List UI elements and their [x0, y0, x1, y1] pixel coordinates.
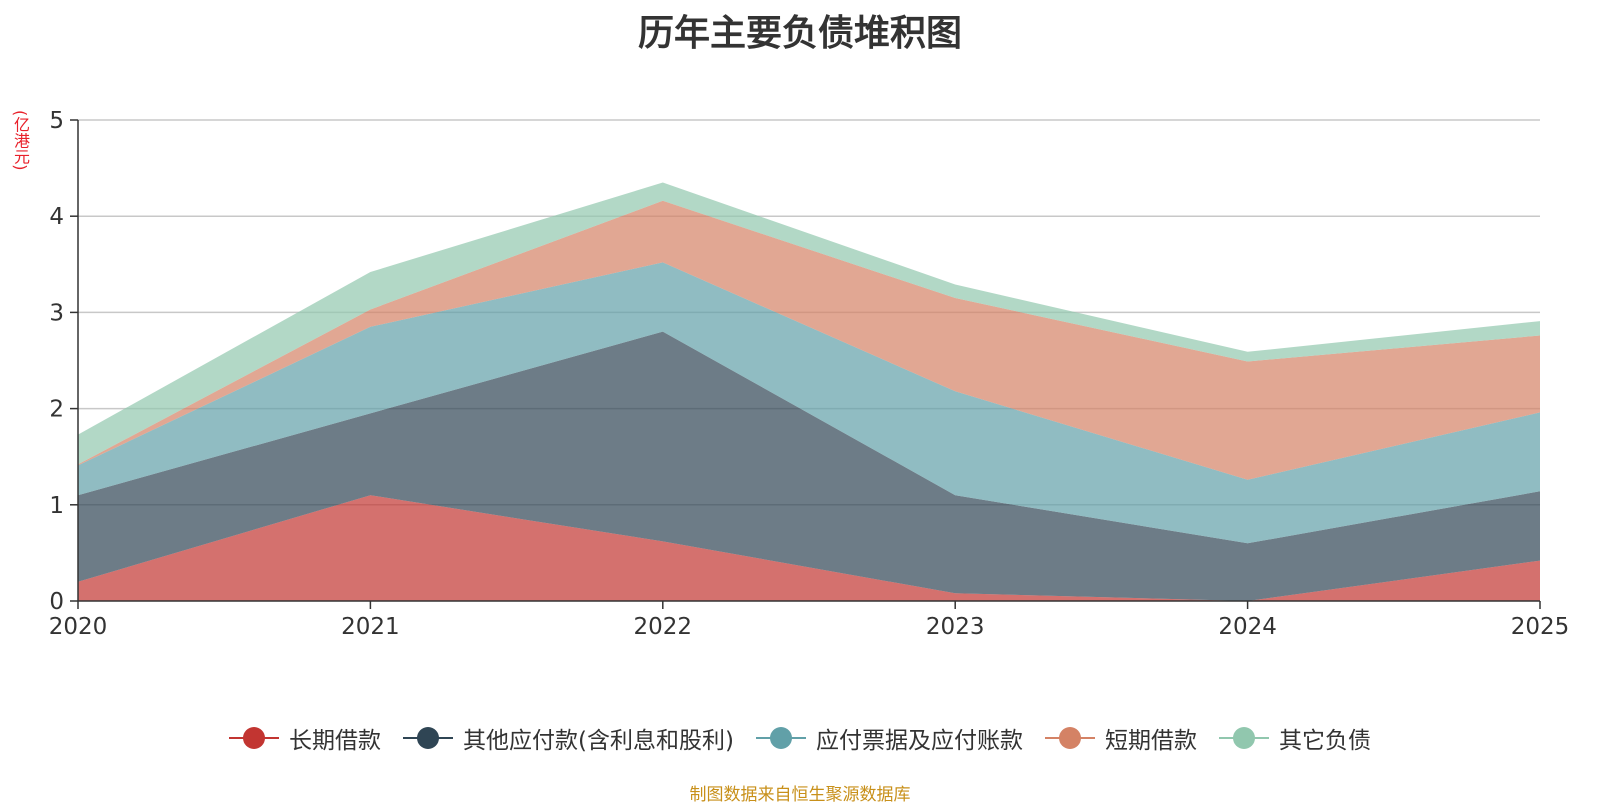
y-tick-label-4: 4 [49, 204, 64, 230]
legend-item-4[interactable]: 短期借款 [1044, 721, 1197, 755]
legend-item-5[interactable]: 其它负债 [1218, 721, 1371, 755]
chart-title: 历年主要负债堆积图 [637, 13, 962, 54]
legend: 长期借款 其他应付款(含利息和股利) 应付票据及应付账款 短期借款 其它负债 [0, 718, 1600, 758]
legend-item-3[interactable]: 应付票据及应付账款 [755, 721, 1023, 755]
y-tick-label-2: 2 [49, 397, 64, 423]
area-series [78, 182, 1540, 601]
y-tick-label-3: 3 [49, 300, 64, 326]
legend-marker [1044, 726, 1095, 750]
x-tick-label-2020: 2020 [49, 614, 108, 640]
x-tick-label-2024: 2024 [1218, 614, 1277, 640]
area-series-1 [78, 495, 1540, 601]
legend-label: 其他应付款(含利息和股利) [463, 728, 734, 754]
source-note: 制图数据来自恒生聚源数据库 [689, 785, 911, 805]
y-tick-label-1: 1 [49, 493, 64, 519]
legend-label: 短期借款 [1104, 728, 1197, 754]
legend-marker-dot [417, 727, 440, 749]
area-series-2 [78, 331, 1540, 601]
legend-marker [755, 726, 806, 750]
legend-marker [403, 726, 454, 750]
y-axis-unit-label: (亿港元) [11, 109, 30, 171]
legend-marker-dot [243, 727, 266, 749]
axes: 0 1 2 3 4 5 2020 2021 2022 2023 2024 2025 [49, 108, 1570, 640]
legend-label: 其它负债 [1278, 728, 1371, 754]
y-tick-label-5: 5 [49, 108, 64, 134]
legend-marker [1218, 726, 1269, 750]
legend-item-2[interactable]: 其他应付款(含利息和股利) [403, 721, 734, 755]
legend-label: 应付票据及应付账款 [815, 728, 1023, 754]
legend-marker-dot [769, 727, 792, 749]
legend-marker-dot [1058, 727, 1081, 749]
x-tick-label-2025: 2025 [1511, 614, 1570, 640]
area-series-3 [78, 262, 1540, 544]
x-tick-label-2021: 2021 [341, 614, 400, 640]
x-tick-label-2022: 2022 [634, 614, 693, 640]
area-series-5 [78, 182, 1540, 465]
y-tick-label-0: 0 [49, 589, 64, 615]
legend-item-1[interactable]: 长期借款 [229, 721, 381, 755]
legend-marker [229, 726, 280, 750]
area-series-4 [78, 200, 1540, 480]
x-tick-label-2023: 2023 [926, 614, 985, 640]
legend-label: 长期借款 [289, 728, 382, 754]
legend-marker-dot [1232, 727, 1255, 749]
